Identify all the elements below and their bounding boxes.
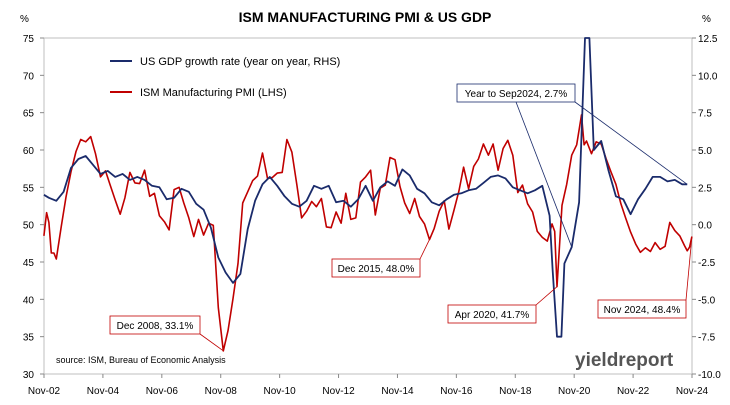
- x-tick-label: Nov-20: [558, 386, 591, 397]
- annotation-callout: Apr 2020, 41.7%: [447, 286, 558, 324]
- annotation-box: [109, 315, 201, 335]
- right-tick-label: -5.0: [698, 295, 716, 306]
- right-tick-label: -2.5: [698, 258, 716, 269]
- x-tick-label: Nov-12: [322, 386, 355, 397]
- annotation-layer: Year to Sep2024, 2.7% Dec 2015, 48.0% Dec …: [109, 83, 693, 352]
- series-line-gdp: [43, 37, 688, 338]
- annotation-box: [456, 83, 576, 103]
- right-tick-label: 10.0: [698, 71, 718, 82]
- annotation-box: [447, 304, 537, 324]
- left-tick-label: 65: [23, 109, 35, 120]
- plot-area-border: [43, 37, 693, 375]
- x-tick-label: Nov-10: [264, 386, 297, 397]
- legend-label-gdp: US GDP growth rate (year on year, RHS): [140, 56, 340, 68]
- annotation-label: Dec 2015, 48.0%: [338, 264, 415, 275]
- right-tick-label: -7.5: [698, 333, 716, 344]
- right-axis-unit: %: [702, 14, 711, 25]
- x-tick-label: Nov-06: [146, 386, 179, 397]
- right-tick-label: -10.0: [698, 370, 721, 381]
- annotation-leader: [199, 333, 224, 352]
- chart-axes: 30 35 40 45 50 55 60 65 70 75 -10.0 -7.5 -5.0 -2.5 0.0…: [23, 34, 721, 397]
- right-tick-label: 12.5: [698, 34, 718, 45]
- right-tick-label: 7.5: [698, 109, 712, 120]
- annotation-label: Dec 2008, 33.1%: [117, 321, 194, 332]
- logo-wordmark: yieldreport: [575, 350, 674, 371]
- x-tick-label: Nov-22: [617, 386, 650, 397]
- annotation-callout: Dec 2008, 33.1%: [109, 315, 224, 352]
- annotation-label: Apr 2020, 41.7%: [455, 310, 530, 321]
- annotation-label: Year to Sep2024, 2.7%: [465, 89, 568, 100]
- right-tick-label: 5.0: [698, 146, 712, 157]
- left-tick-label: 75: [23, 34, 35, 45]
- annotation-callout: Dec 2015, 48.0%: [331, 239, 430, 278]
- right-tick-label: 2.5: [698, 183, 712, 194]
- annotation-leader: [574, 101, 688, 185]
- right-tick-label: 0.0: [698, 221, 712, 232]
- source-note: source: ISM, Bureau of Economic Analysis: [56, 355, 226, 365]
- x-tick-label: Nov-16: [440, 386, 473, 397]
- annotation-leader: [685, 236, 693, 301]
- annotation-callout: Nov 2024, 48.4%: [597, 236, 693, 319]
- brand-logo: yieldreport: [575, 350, 674, 371]
- series-layer: [43, 37, 693, 352]
- left-tick-label: 30: [23, 370, 35, 381]
- series-line-pmi: [43, 114, 693, 352]
- x-tick-label: Nov-14: [381, 386, 414, 397]
- x-tick-label: Nov-04: [87, 386, 120, 397]
- left-tick-label: 55: [23, 183, 35, 194]
- annotation-leader: [535, 286, 558, 306]
- left-tick-label: 35: [23, 333, 35, 344]
- legend: US GDP growth rate (year on year, RHS) I…: [110, 56, 340, 99]
- x-tick-label: Nov-02: [28, 386, 61, 397]
- left-tick-label: 45: [23, 258, 35, 269]
- left-tick-label: 50: [23, 221, 35, 232]
- annotation-label: Nov 2024, 48.4%: [604, 305, 681, 316]
- x-tick-label: Nov-24: [676, 386, 709, 397]
- left-tick-label: 70: [23, 71, 35, 82]
- chart-title: ISM MANUFACTURING PMI & US GDP: [239, 9, 492, 25]
- annotation-callout: Year to Sep2024, 2.7%: [456, 83, 688, 248]
- left-tick-label: 40: [23, 295, 35, 306]
- annotation-box: [331, 258, 421, 278]
- left-axis-unit: %: [20, 14, 29, 25]
- x-tick-label: Nov-08: [205, 386, 238, 397]
- annotation-box: [597, 299, 687, 319]
- left-tick-label: 60: [23, 146, 35, 157]
- annotation-leader: [419, 239, 430, 260]
- x-tick-label: Nov-18: [499, 386, 532, 397]
- annotation-leader: [515, 101, 573, 248]
- legend-label-pmi: ISM Manufacturing PMI (LHS): [140, 87, 287, 99]
